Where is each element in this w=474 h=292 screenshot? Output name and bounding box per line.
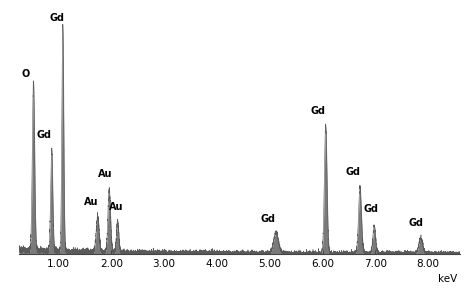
Text: Au: Au xyxy=(84,197,99,207)
Text: Gd: Gd xyxy=(49,13,64,23)
Text: Gd: Gd xyxy=(346,167,361,177)
Text: Gd: Gd xyxy=(409,218,424,228)
Text: Gd: Gd xyxy=(260,214,275,224)
Text: Au: Au xyxy=(109,202,124,212)
Text: Gd: Gd xyxy=(364,204,379,214)
Text: Au: Au xyxy=(98,169,112,179)
Text: Gd: Gd xyxy=(311,106,326,116)
Text: Gd: Gd xyxy=(36,130,51,140)
Text: keV: keV xyxy=(438,274,457,284)
Text: O: O xyxy=(22,69,30,79)
